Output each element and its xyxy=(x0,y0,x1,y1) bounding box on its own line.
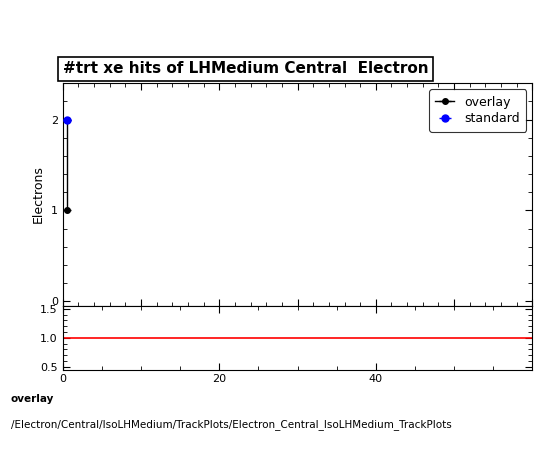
Legend: overlay, standard: overlay, standard xyxy=(429,90,526,132)
Text: #trt xe hits of LHMedium Central  Electron: #trt xe hits of LHMedium Central Electro… xyxy=(63,61,429,76)
Text: overlay: overlay xyxy=(11,394,54,404)
Text: /Electron/Central/IsoLHMedium/TrackPlots/Electron_Central_IsoLHMedium_TrackPlots: /Electron/Central/IsoLHMedium/TrackPlots… xyxy=(11,419,452,430)
Y-axis label: Electrons: Electrons xyxy=(32,165,45,224)
